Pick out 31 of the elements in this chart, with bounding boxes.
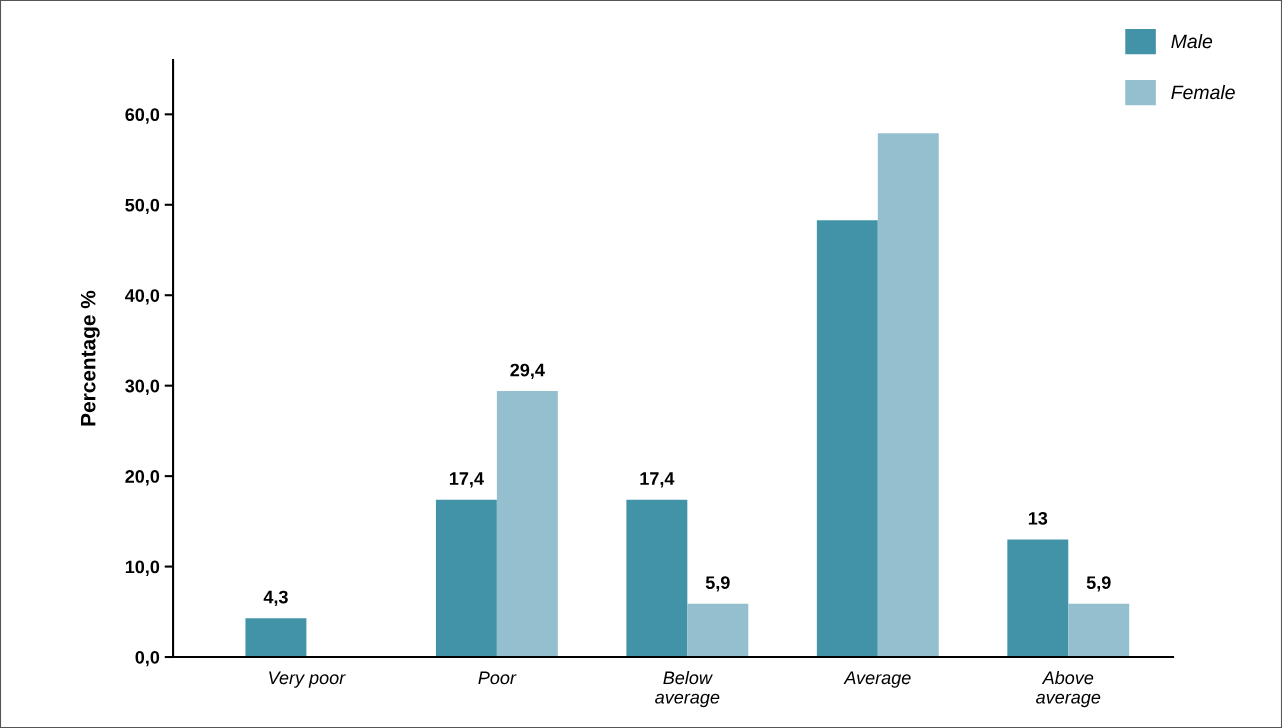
data-label: 17,4 <box>640 472 675 488</box>
bar <box>687 603 749 658</box>
x-tick-label: Below average <box>655 670 720 708</box>
x-tick-label: Poor <box>478 671 517 685</box>
bar <box>435 499 497 658</box>
bar <box>1007 539 1069 658</box>
bar <box>626 499 688 658</box>
legend-label: Female <box>1171 84 1235 100</box>
y-tick-label: 10,0 <box>125 560 160 576</box>
bar <box>816 220 878 658</box>
bar <box>245 618 307 658</box>
legend-label: Male <box>1171 33 1213 49</box>
data-label: 17,4 <box>449 472 484 488</box>
y-tick-label: 20,0 <box>125 470 160 486</box>
bar <box>496 391 558 658</box>
y-tick-label: 60,0 <box>125 108 160 124</box>
y-axis-title: Percentage % <box>80 290 100 426</box>
x-tick-label: Very poor <box>269 671 346 688</box>
data-label: 5,9 <box>1086 576 1111 592</box>
x-tick-label: Average <box>843 671 911 688</box>
data-label: 4,3 <box>263 590 288 607</box>
y-tick-label: 0,0 <box>135 650 160 667</box>
data-label: 5,9 <box>705 576 730 592</box>
data-label: 13 <box>1028 511 1048 525</box>
y-tick-label: 40,0 <box>125 289 160 305</box>
y-tick-label: 50,0 <box>125 198 160 215</box>
bar <box>1068 603 1130 658</box>
data-label: 29,4 <box>510 363 545 380</box>
x-tick-label: Above average <box>1036 670 1101 708</box>
bar <box>877 133 939 658</box>
y-tick-label: 30,0 <box>125 379 160 396</box>
